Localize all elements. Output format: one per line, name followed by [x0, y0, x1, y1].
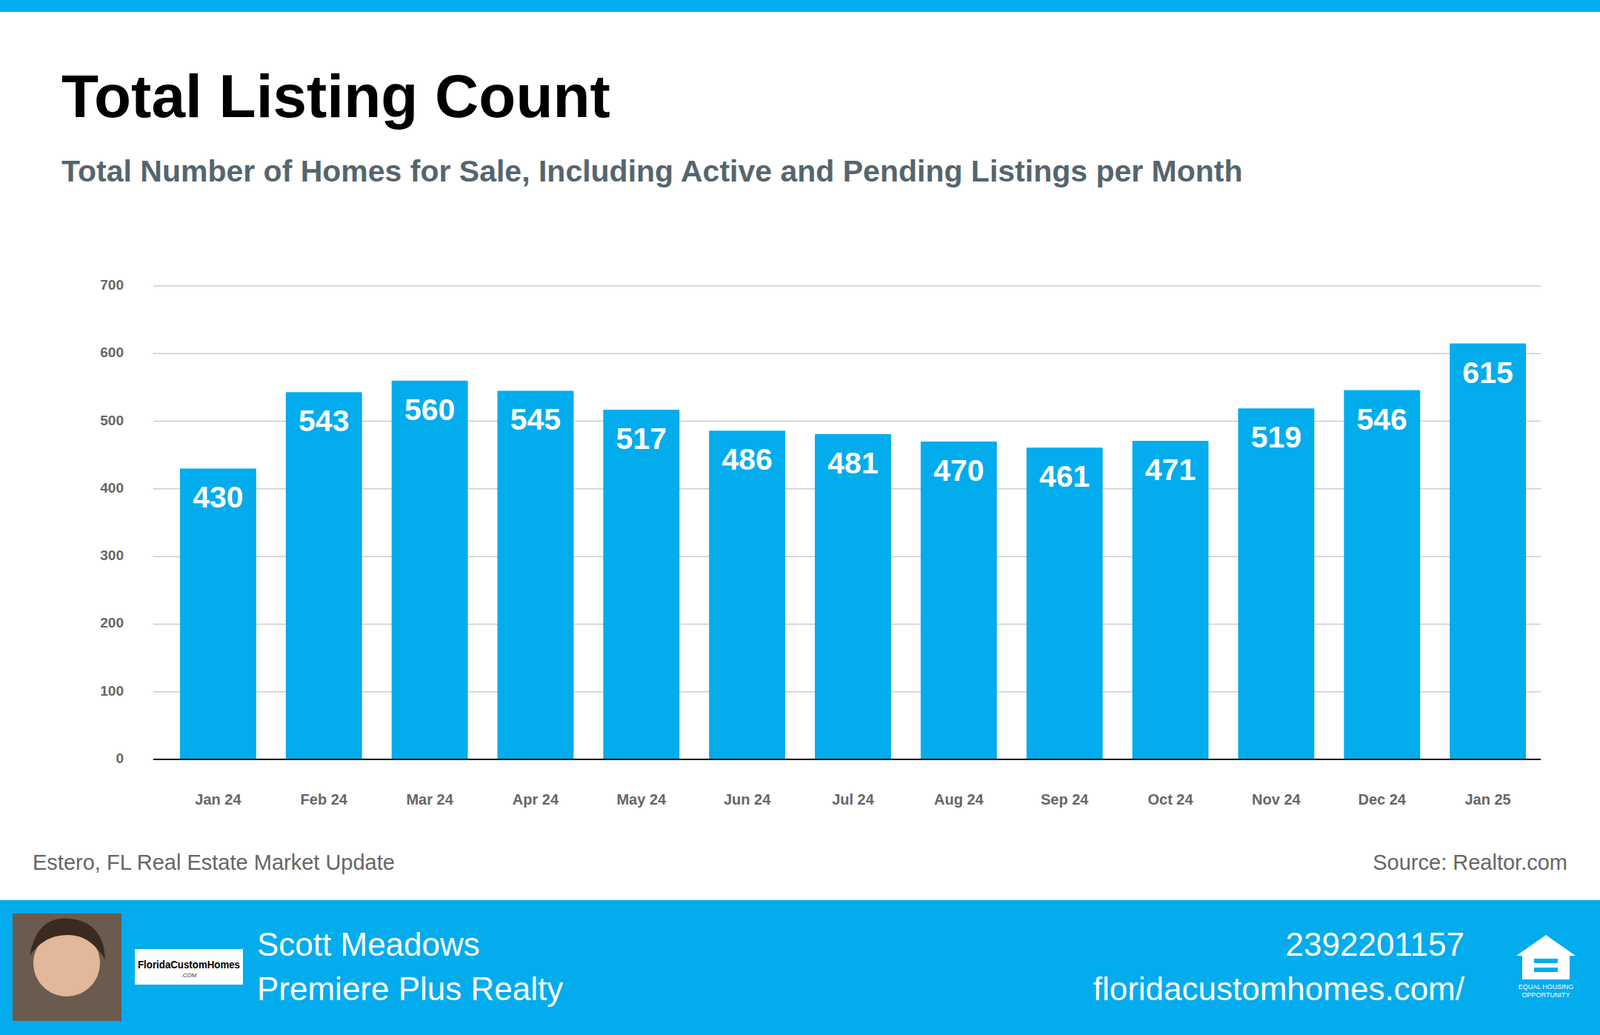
data-labels: 430 543 560 545 517 486 481 470 461 471 519 546 615 [192, 355, 1514, 515]
x-tick-label: Nov 24 [1251, 791, 1301, 808]
photo [12, 913, 122, 1021]
data-label: 461 [1039, 459, 1090, 494]
data-label: 430 [192, 480, 243, 515]
x-tick-label: Jan 24 [194, 791, 242, 808]
x-tick-label: Jun 24 [723, 791, 772, 808]
x-tick-label: May 24 [616, 791, 667, 808]
data-label: 486 [721, 442, 772, 477]
bar [391, 380, 469, 760]
badge-bar [1534, 967, 1558, 972]
bar [1237, 408, 1315, 760]
bar [1026, 447, 1103, 760]
data-label: 546 [1357, 402, 1408, 437]
bar [1343, 390, 1420, 760]
bar [920, 441, 998, 760]
x-tick-label: Sep 24 [1040, 791, 1089, 808]
background [0, 0, 1600, 1035]
badge-bar [1534, 958, 1558, 963]
data-label: 470 [933, 453, 984, 488]
badge-text: OPPORTUNITY [1522, 991, 1571, 999]
chart-root: Total Listing Count Total Number of Homes… [0, 0, 1600, 1035]
x-tick-label: Jan 25 [1464, 791, 1511, 808]
bar [708, 430, 786, 760]
bar [1132, 440, 1209, 760]
bar [180, 468, 257, 760]
y-tick-label: 300 [100, 547, 124, 563]
data-label: 519 [1251, 420, 1302, 455]
bar [814, 434, 892, 760]
note-right: Source: Realtor.com [1372, 850, 1568, 875]
x-axis-line [153, 758, 1541, 760]
data-label: 545 [510, 402, 561, 437]
agent-phone: 2392201157 [1285, 925, 1465, 963]
x-tick-label: Oct 24 [1147, 791, 1194, 808]
x-tick-label: Mar 24 [405, 791, 454, 808]
grid-line [153, 758, 1541, 760]
data-label: 560 [404, 392, 455, 427]
agent-name: Scott Meadows [257, 925, 480, 963]
x-tick-label: Feb 24 [300, 791, 349, 808]
data-label: 481 [827, 445, 878, 480]
x-tick-label: Aug 24 [934, 791, 985, 808]
y-tick-label: 100 [100, 682, 124, 699]
y-tick-label: 500 [100, 412, 124, 429]
data-label: 615 [1462, 355, 1513, 390]
logo-text: FloridaCustomHomes [137, 958, 240, 971]
data-label: 517 [616, 421, 667, 456]
bar [1449, 343, 1526, 760]
y-tick-label: 200 [100, 614, 124, 631]
badge-text: EQUAL HOUSING [1518, 982, 1575, 991]
x-tick-label: Jul 24 [831, 791, 875, 808]
badge-house [1516, 934, 1576, 980]
y-tick-label: 700 [100, 277, 124, 293]
logo-box [134, 948, 243, 985]
bar [285, 391, 363, 760]
grid-line [153, 353, 1541, 355]
logo-subtext: .COM [181, 971, 198, 979]
y-tick-label: 600 [100, 344, 124, 360]
agent-company: Premiere Plus Realty [257, 970, 563, 1007]
top-strip [0, 0, 1600, 12]
bar [602, 409, 680, 760]
title: Total Listing Count [61, 62, 611, 130]
bar [497, 390, 575, 760]
x-tick-label: Dec 24 [1357, 791, 1406, 808]
data-label: 543 [298, 403, 349, 438]
footer-band [0, 900, 1600, 1035]
data-label: 471 [1145, 452, 1196, 487]
y-tick-label: 0 [115, 750, 124, 766]
note-left: Estero, FL Real Estate Market Update [32, 850, 395, 875]
subtitle: Total Number of Homes for Sale, Includin… [61, 154, 1243, 189]
y-tick-labels: 0 100 200 300 400 500 600 700 [100, 277, 124, 766]
x-tick-label: Apr 24 [512, 791, 560, 808]
bars [180, 343, 1526, 760]
grid-line [153, 285, 1541, 287]
grid [153, 285, 1541, 760]
agent-website: floridacustomhomes.com/ [1093, 970, 1466, 1007]
y-tick-label: 400 [100, 480, 124, 496]
photo-hair [29, 918, 106, 960]
x-tick-labels: Jan 24 Feb 24 Mar 24 Apr 24 May 24 Jun 24 Jul … [194, 791, 1511, 808]
